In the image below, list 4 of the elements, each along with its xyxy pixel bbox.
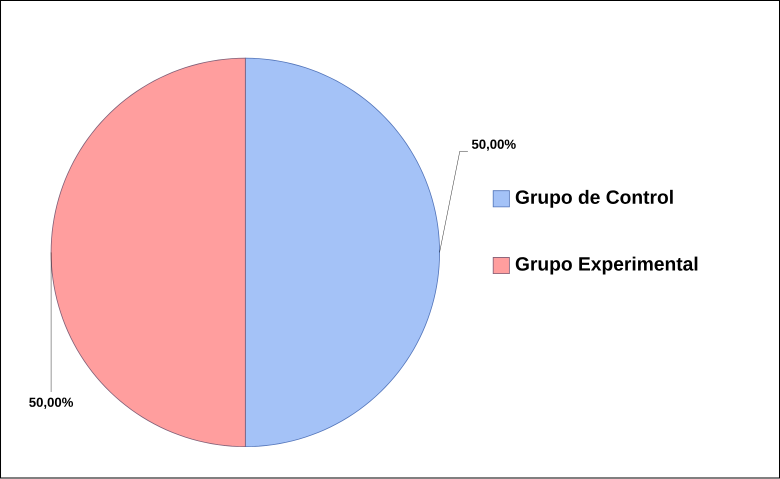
legend-label: Grupo Experimental <box>516 256 698 275</box>
data-label: 50,00% <box>472 140 516 152</box>
legend-label: Grupo de Control <box>516 190 673 208</box>
data-label: 50,00% <box>29 398 74 410</box>
